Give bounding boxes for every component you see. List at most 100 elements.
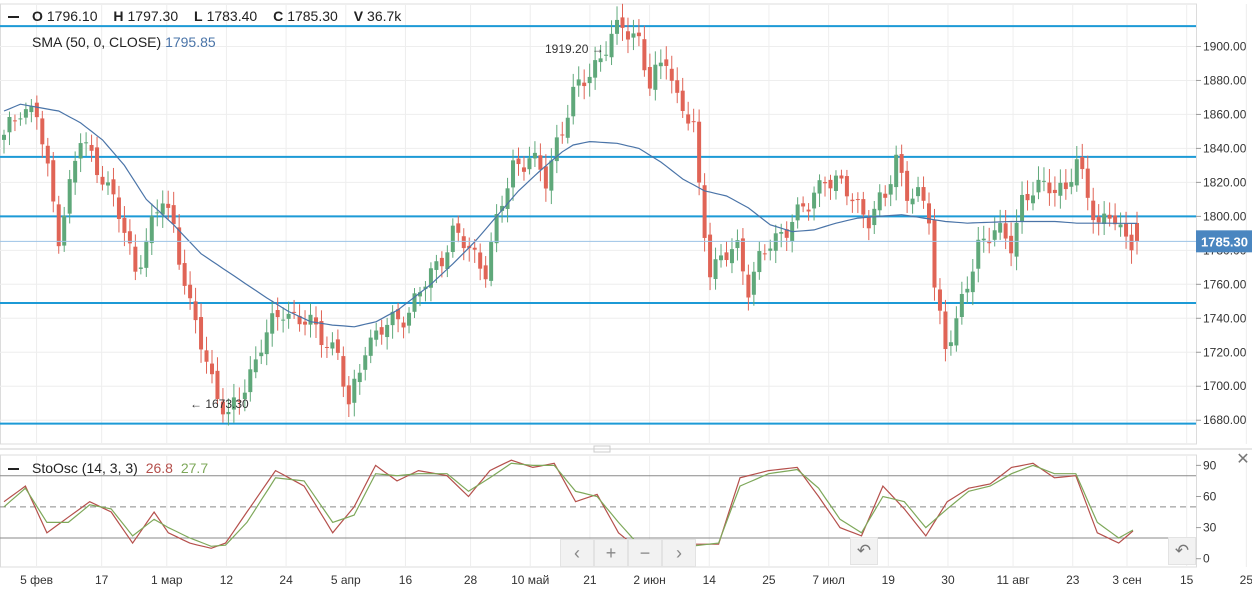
scroll-left-button[interactable]: ‹	[560, 539, 594, 567]
x-tick-label: 17	[95, 573, 109, 587]
y-tick-label: 1840.00	[1203, 141, 1247, 155]
candle-body	[264, 332, 269, 355]
candle-body	[1107, 214, 1112, 219]
candle-body	[866, 217, 871, 229]
open-label: O	[32, 8, 43, 24]
candle-body	[204, 350, 209, 362]
candle-body	[253, 359, 258, 373]
candle-body	[784, 229, 789, 238]
high-label: H	[113, 8, 124, 24]
candle-body	[401, 322, 406, 328]
x-tick-label: 2 июн	[633, 573, 665, 587]
x-tick-label: 23	[1066, 573, 1080, 587]
candle-body	[319, 321, 324, 346]
candle-body	[593, 60, 598, 78]
candle-body	[12, 120, 17, 122]
candle-body	[1074, 159, 1079, 186]
candle-body	[177, 227, 182, 265]
candle-body	[2, 134, 6, 140]
candle-body	[45, 145, 50, 164]
candle-body	[133, 246, 138, 272]
candle-body	[1124, 223, 1129, 237]
candle-body	[850, 199, 855, 202]
y-tick-label: 1880.00	[1203, 73, 1247, 87]
scroll-right-button[interactable]: ›	[662, 539, 696, 567]
candle-body	[516, 158, 521, 165]
candle-body	[407, 312, 412, 326]
candle-body	[84, 142, 89, 144]
candle-body	[642, 39, 647, 71]
y-tick-label: 1900.00	[1203, 39, 1247, 53]
y-tick-label: 1760.00	[1203, 277, 1247, 291]
candle-body	[489, 242, 494, 281]
zoom-out-button[interactable]: −	[628, 539, 662, 567]
candle-body	[571, 86, 576, 117]
candle-body	[445, 252, 450, 269]
x-tick-label: 24	[279, 573, 293, 587]
x-tick-label: 5 фев	[20, 573, 53, 587]
open-value: 1796.10	[46, 8, 98, 24]
candle-body	[127, 231, 132, 244]
candle-body	[483, 265, 488, 280]
candle-body	[719, 255, 724, 261]
osc-y-tick-label: 90	[1203, 458, 1217, 472]
x-tick-label: 16	[399, 573, 413, 587]
candle-body	[78, 143, 83, 159]
candle-body	[352, 378, 357, 403]
candle-body	[549, 160, 554, 191]
stoch-legend[interactable]: StoOsc (14, 3, 3) 26.8 27.7	[32, 460, 208, 476]
sma-legend[interactable]: SMA (50, 0, CLOSE) 1795.85	[32, 34, 216, 50]
candle-body	[943, 311, 948, 350]
main-pane-frame	[0, 3, 1197, 445]
low-annotation: ← 1673.30	[190, 397, 249, 411]
candle-body	[686, 114, 691, 124]
collapse-legend-button[interactable]	[6, 10, 22, 24]
candle-body	[702, 185, 707, 238]
candle-body	[111, 179, 116, 195]
osc-y-tick-label: 60	[1203, 489, 1217, 503]
x-tick-label: 1 мар	[151, 573, 183, 587]
candle-body	[286, 313, 291, 319]
candle-body	[817, 180, 822, 194]
close-oscillator-icon[interactable]: ✕	[1236, 451, 1250, 468]
candle-body	[729, 249, 734, 264]
volume-value: 36.7k	[367, 8, 402, 24]
candle-body	[500, 205, 505, 211]
candle-body	[877, 192, 882, 211]
candle-body	[675, 80, 680, 93]
x-tick-label: 28	[464, 573, 478, 587]
candle-body	[1052, 189, 1057, 194]
candle-body	[801, 203, 806, 207]
candle-body	[62, 215, 67, 246]
candle-body	[1063, 182, 1068, 190]
candle-body	[828, 179, 833, 189]
reset-scale-button[interactable]: ↶	[850, 537, 878, 565]
reset-chart-button[interactable]: ↶	[1168, 537, 1196, 565]
candle-body	[18, 118, 23, 120]
candle-body	[916, 187, 921, 197]
candle-body	[554, 137, 559, 162]
x-tick-label: 7 июл	[812, 573, 844, 587]
collapse-oscillator-button[interactable]	[6, 462, 22, 476]
zoom-in-button[interactable]: +	[594, 539, 628, 567]
candle-body	[472, 247, 477, 250]
candle-body	[511, 160, 516, 188]
oscillator-pane-frame	[0, 454, 1197, 568]
x-tick-label: 10 май	[511, 573, 549, 587]
candle-body	[199, 317, 204, 350]
candle-body	[604, 54, 609, 56]
candle-body	[303, 321, 308, 325]
current-price-label: 1785.30	[1201, 234, 1248, 249]
candle-body	[215, 370, 220, 399]
candle-body	[910, 198, 915, 205]
candle-body	[144, 240, 149, 268]
candle-body	[1129, 234, 1134, 251]
candle-body	[275, 310, 280, 318]
x-tick-label: 5 апр	[331, 573, 361, 587]
candle-body	[598, 58, 603, 63]
candle-body	[1058, 182, 1063, 196]
candle-body	[647, 67, 652, 89]
candle-body	[188, 284, 193, 299]
